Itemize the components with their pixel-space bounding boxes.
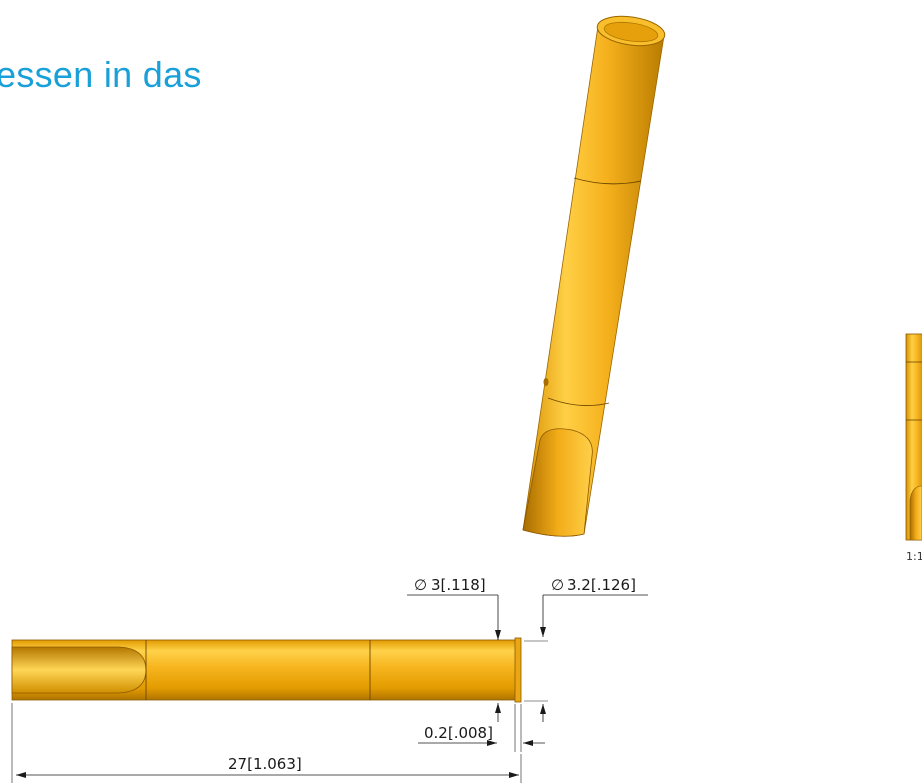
dimension-wall-thickness: 0.2[.008] (418, 704, 545, 752)
iso-side-hole (543, 378, 549, 386)
inner-diameter-symbol: ∅ (414, 576, 427, 594)
side-slot-cutout (11, 646, 147, 694)
dimension-overall-length: 27[1.063] (11, 703, 522, 783)
inner-diameter-label: 3[.118] (431, 576, 486, 594)
detail-view-tube: 1:1 (905, 333, 922, 563)
side-view-tube (11, 637, 522, 703)
outer-diameter-label: 3.2[.126] (567, 576, 636, 594)
iso-tube-bore (603, 21, 659, 43)
iso-slot-cutout (522, 428, 593, 537)
detail-scale-label: 1:1 (906, 550, 922, 563)
overall-length-label: 27[1.063] (228, 755, 302, 773)
iso-seam-lower (547, 397, 610, 407)
iso-seam-upper (573, 177, 642, 185)
dimension-outer-diameter: ∅ 3.2[.126] (495, 576, 648, 722)
dimension-inner-diameter: ∅ 3[.118] (407, 576, 501, 640)
wall-thickness-label: 0.2[.008] (424, 724, 493, 742)
page-heading: essen in das (0, 54, 202, 95)
side-flange (514, 637, 522, 703)
isometric-tube-view (522, 15, 666, 537)
detail-slot-cutout (909, 485, 922, 541)
outer-diameter-symbol: ∅ (551, 576, 564, 594)
